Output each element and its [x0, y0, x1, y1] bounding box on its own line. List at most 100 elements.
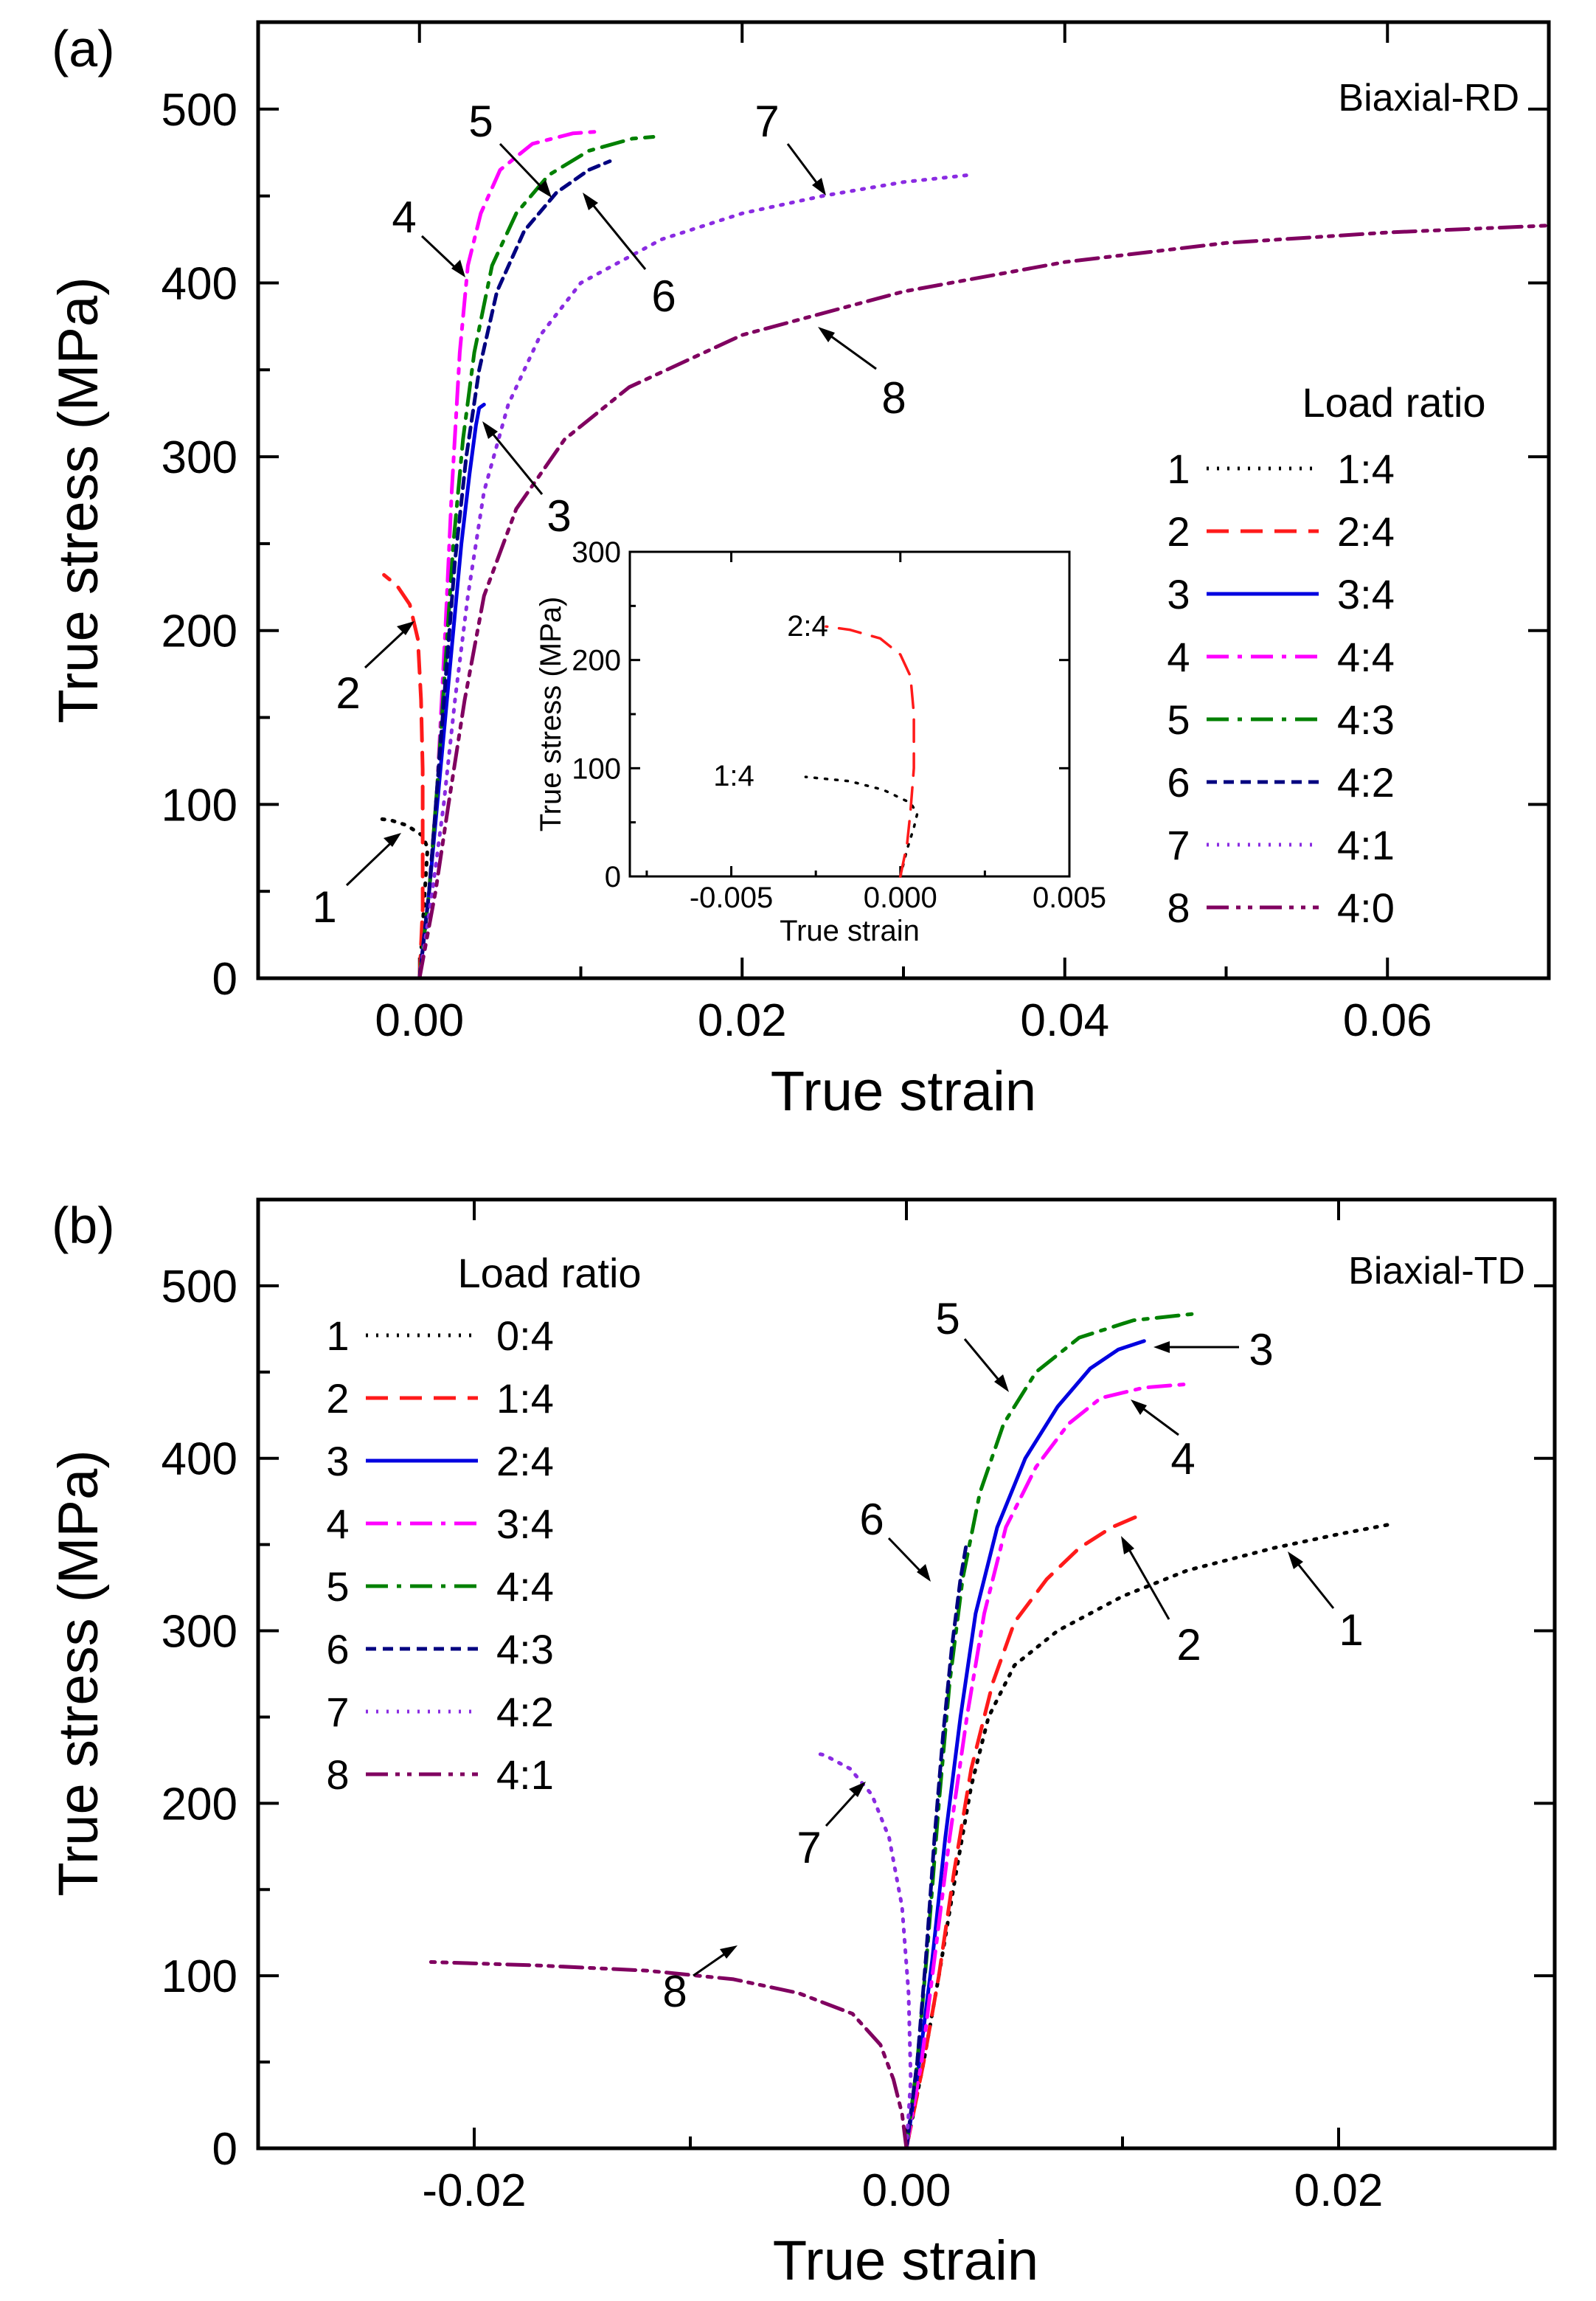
panel-b-ytick-label-4: 400	[162, 1434, 237, 1485]
panel-b-legend-item-6: 6 4:3	[326, 1626, 553, 1672]
panel-b-ytick-label-0: 0	[212, 2124, 237, 2175]
inset-ylabel: True stress (MPa)	[535, 597, 567, 832]
panel-a-legend-number: 6	[1167, 759, 1190, 806]
panel-b-ylabel: True stress (MPa)	[47, 1450, 110, 1896]
panel-a-legend-item-5: 5 4:3	[1167, 696, 1394, 743]
inset-ytick-label-3: 300	[572, 536, 621, 569]
panel-a-legend-label: 4:4	[1337, 634, 1395, 680]
panel-b-legend-label: 0:4	[496, 1312, 554, 1359]
panel-a-label: (a)	[52, 20, 115, 77]
panel-a-legend-label: 2:4	[1337, 508, 1395, 555]
inset-frame	[628, 550, 1071, 878]
panel-a-legend-number: 8	[1167, 885, 1190, 931]
panel-a-legend-label: 4:3	[1337, 696, 1395, 743]
panel-b-legend-number: 6	[326, 1626, 349, 1672]
panel-b-arrowhead-4	[1131, 1399, 1147, 1415]
panel-a-ytick-label-2: 200	[162, 606, 237, 657]
inset-xlabel: True strain	[780, 915, 920, 947]
panel-a-arrow-2	[364, 624, 412, 669]
panel-a-tick-labels: 0.00 0.02 0.04 0.06 0 100 200 300 400 500	[162, 85, 1432, 1046]
panel-a-annotation-3: 3	[547, 491, 571, 541]
panel-b-arrow-2	[1123, 1541, 1170, 1620]
panel-b-legend-item-5: 5 4:4	[326, 1563, 553, 1610]
panel-a-legend-number: 5	[1167, 696, 1190, 743]
panel-b-legend-number: 4	[326, 1501, 349, 1547]
panel-b-legend-label: 4:1	[496, 1751, 554, 1798]
panel-b-legend-number: 7	[326, 1689, 349, 1735]
panel-b-arrowhead-3	[1153, 1341, 1170, 1353]
panel-b-annotations: 1 2 3 4 5 6 7 8	[662, 1294, 1363, 2016]
panel-a-xtick-label-3: 0.06	[1343, 995, 1432, 1046]
panel-a-ytick-label-0: 0	[212, 954, 237, 1005]
panel-b-annotation-3: 3	[1249, 1325, 1273, 1374]
panel-a-arrowhead-6	[583, 193, 598, 210]
panel-a-ytick-label-3: 300	[162, 432, 237, 483]
panel-b-series-5	[904, 1311, 1200, 2151]
panel-b-legend-item-3: 3 2:4	[326, 1438, 553, 1484]
panel-b-legend: Load ratio 1 0:4 2 1:4 3 2:4 4 3:4 5 4:4 6 4:3 7 4:2 8…	[326, 1250, 641, 1798]
panel-b-legend-item-7: 7 4:2	[326, 1689, 553, 1735]
panel-b-legend-label: 3:4	[496, 1501, 554, 1547]
panel-a-legend: Load ratio 1 1:4 2 2:4 3 3:4 4 4:4 5 4:3 6 4:2 7 4:1 8…	[1167, 379, 1485, 931]
panel-b-legend-rows: 1 0:4 2 1:4 3 2:4 4 3:4 5 4:4 6 4:3 7 4:2 8 4:1	[326, 1312, 553, 1798]
inset-label-2-4: 2:4	[787, 610, 828, 643]
panel-b-legend-label: 4:2	[496, 1689, 554, 1735]
panel-b-arrowhead-8	[720, 1945, 738, 1959]
panel-a-legend-title: Load ratio	[1302, 379, 1485, 426]
panel-a-series-4	[417, 130, 599, 980]
panel-b: (b) -0.02 0.00 0.02 0 100 200 300 400 500 Biaxia…	[47, 1197, 1557, 2292]
panel-a-legend-item-7: 7 4:1	[1167, 822, 1394, 868]
panel-a-annotation-1: 1	[312, 882, 336, 932]
panel-a-legend-item-1: 1 1:4	[1167, 446, 1394, 492]
panel-a-series-6	[417, 159, 612, 980]
panel-a-annotation-8: 8	[881, 373, 906, 423]
inset-series	[804, 625, 919, 878]
panel-b-ytick-label-1: 100	[162, 1951, 237, 2002]
panel-a-series-8	[417, 224, 1551, 980]
panel-a-legend-rows: 1 1:4 2 2:4 3 3:4 4 4:4 5 4:3 6 4:2 7 4:1 8 4:0	[1167, 446, 1394, 931]
panel-a-annotation-7: 7	[754, 97, 779, 146]
panel-a-legend-label: 4:2	[1337, 759, 1395, 806]
panel-b-plot-frame	[256, 1197, 1557, 2151]
panel-a-legend-label: 4:0	[1337, 885, 1395, 931]
panel-b-annotation-1: 1	[1339, 1605, 1363, 1655]
panel-a-series-2	[382, 572, 425, 980]
panel-a-annotation-2: 2	[336, 668, 360, 718]
panel-b-xtick-label-2: 0.02	[1294, 2165, 1384, 2216]
panel-b-series-3	[904, 1339, 1146, 2151]
inset-xtick-label-0: -0.005	[690, 882, 773, 914]
panel-b-legend-item-8: 8 4:1	[326, 1751, 553, 1798]
panel-b-legend-title: Load ratio	[457, 1250, 641, 1296]
panel-a-legend-number: 7	[1167, 822, 1190, 868]
panel-a-legend-number: 2	[1167, 508, 1190, 555]
inset-ytick-label-1: 100	[572, 752, 621, 785]
panel-a-plot-frame	[256, 20, 1551, 980]
panel-b-arrow-1	[1291, 1556, 1335, 1609]
panel-a-arrowhead-4	[451, 260, 465, 277]
inset-xtick-label-2: 0.005	[1033, 882, 1106, 914]
panel-b-legend-item-4: 4 3:4	[326, 1501, 553, 1547]
inset-ytick-label-2: 200	[572, 645, 621, 677]
panel-a-legend-item-4: 4 4:4	[1167, 634, 1394, 680]
panel-b-series	[429, 1311, 1395, 2151]
panel-b-series-6	[904, 1539, 969, 2151]
panel-b-ytick-label-2: 200	[162, 1779, 237, 1830]
panel-b-arrowhead-2	[1121, 1536, 1134, 1554]
panel-b-series-2	[904, 1512, 1146, 2151]
panel-b-legend-number: 3	[326, 1438, 349, 1484]
panel-a-legend-number: 4	[1167, 634, 1190, 680]
panel-a-series	[372, 130, 1551, 980]
panel-a-arrowhead-7	[812, 178, 826, 196]
panel-a-arrow-5	[499, 142, 549, 195]
panel-b-legend-item-1: 1 0:4	[326, 1312, 553, 1359]
panel-b-legend-number: 5	[326, 1563, 349, 1610]
panel-a-legend-number: 1	[1167, 446, 1190, 492]
panel-b-tick-labels: -0.02 0.00 0.02 0 100 200 300 400 500	[162, 1262, 1384, 2216]
panel-b-legend-label: 1:4	[496, 1375, 554, 1422]
panel-b-annotation-6: 6	[859, 1495, 884, 1544]
inset-series-1	[804, 775, 919, 878]
panel-b-legend-number: 1	[326, 1312, 349, 1359]
panel-b-ytick-label-5: 500	[162, 1262, 237, 1312]
panel-b-arrowhead-7	[849, 1782, 866, 1797]
panel-a-legend-item-6: 6 4:2	[1167, 759, 1394, 806]
